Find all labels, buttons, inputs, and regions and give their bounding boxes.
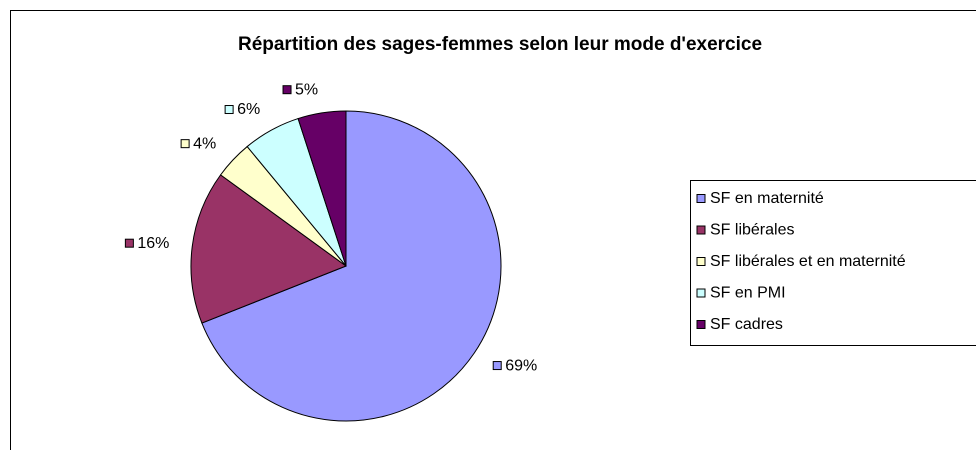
chart-title: Répartition des sages-femmes selon leur … — [238, 34, 762, 55]
data-label-key — [124, 238, 134, 248]
data-label: 69% — [505, 357, 537, 374]
data-label-key — [282, 85, 292, 95]
legend-box — [690, 180, 976, 346]
pie-slice — [190, 174, 348, 324]
legend-label: SF libérales — [710, 222, 794, 239]
data-label: 5% — [295, 81, 318, 98]
legend-key — [696, 320, 706, 329]
data-label-key — [224, 105, 234, 115]
legend-label: SF en maternité — [710, 190, 824, 207]
legend-key — [696, 257, 706, 266]
legend-key — [696, 225, 706, 235]
data-label: 6% — [237, 101, 260, 118]
legend-key — [696, 194, 706, 203]
data-label-key — [180, 139, 190, 149]
legend-label: SF libérales et en maternité — [710, 253, 906, 270]
legend-key — [696, 288, 706, 298]
pie-slice — [201, 110, 502, 422]
data-label: 16% — [137, 235, 169, 252]
legend-label: SF en PMI — [710, 285, 786, 302]
data-label: 4% — [193, 135, 216, 152]
data-label-key — [492, 361, 502, 371]
pie-slice — [297, 110, 347, 267]
legend-label: SF cadres — [710, 316, 783, 333]
